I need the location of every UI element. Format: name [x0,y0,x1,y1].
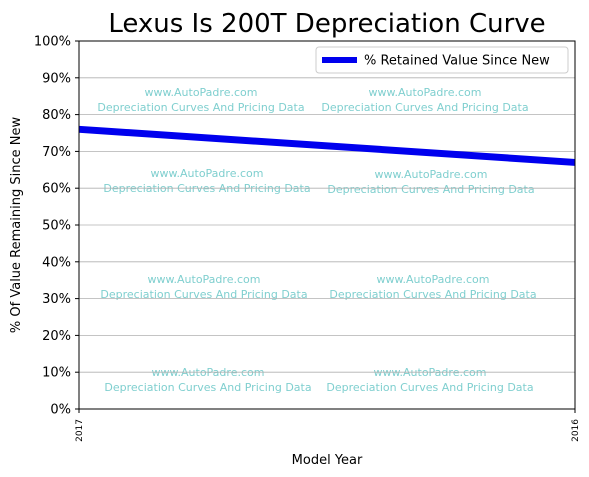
watermark-url: www.AutoPadre.com [375,168,488,181]
watermark-url: www.AutoPadre.com [369,86,482,99]
y-tick-label: 20% [42,329,71,344]
grid-lines [79,77,575,373]
legend-label: % Retained Value Since New [364,54,550,69]
y-tick-label: 10% [42,366,71,381]
chart-title: Lexus Is 200T Depreciation Curve [108,9,545,39]
y-tick-label: 60% [42,182,71,197]
watermark-tagline: Depreciation Curves And Pricing Data [326,381,533,394]
y-tick-label: 50% [42,219,71,234]
watermark-url: www.AutoPadre.com [145,86,258,99]
x-tick-label: 2016 [571,419,581,442]
watermark-tagline: Depreciation Curves And Pricing Data [321,101,528,114]
y-tick-label: 40% [42,255,71,270]
y-tick-label: 70% [42,145,71,160]
watermark-tagline: Depreciation Curves And Pricing Data [97,101,304,114]
y-axis-label: % Of Value Remaining Since New [9,117,24,334]
watermark-url: www.AutoPadre.com [151,167,264,180]
watermark-tagline: Depreciation Curves And Pricing Data [329,288,536,301]
legend: % Retained Value Since New [315,46,569,74]
watermark-tagline: Depreciation Curves And Pricing Data [104,381,311,394]
legend-box [315,46,569,74]
x-axis-ticks: 2017 2016 [75,409,581,442]
watermark-url: www.AutoPadre.com [377,273,490,286]
y-tick-label: 80% [42,108,71,123]
series-group [78,125,576,166]
watermark-group: www.AutoPadre.com Depreciation Curves And… [97,86,536,394]
watermark-tagline: Depreciation Curves And Pricing Data [100,288,307,301]
y-axis-ticks: 0% 10% 20% 30% 40% 50% 60% 70% 80% 90% 100% [34,35,79,418]
y-tick-label: 30% [42,292,71,307]
y-tick-label: 0% [50,403,71,418]
watermark-url: www.AutoPadre.com [148,273,261,286]
y-tick-label: 90% [42,71,71,86]
x-axis-label: Model Year [292,453,363,468]
x-tick-label: 2017 [75,419,85,442]
watermark-tagline: Depreciation Curves And Pricing Data [327,183,534,196]
y-tick-label: 100% [34,35,71,50]
series-line [78,125,576,166]
